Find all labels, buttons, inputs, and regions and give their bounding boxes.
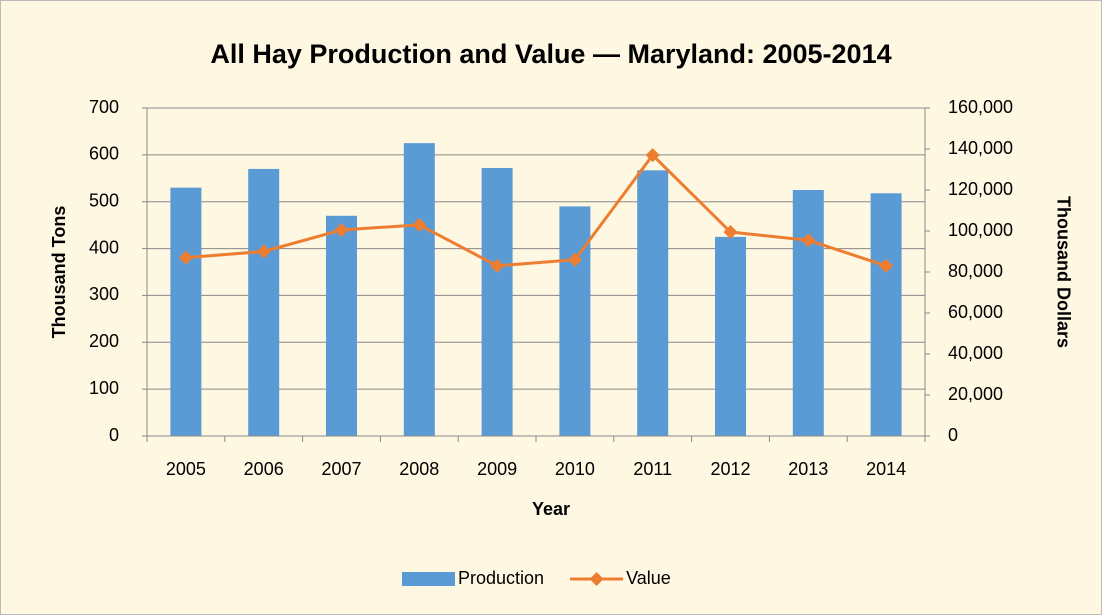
value-marker xyxy=(178,250,193,265)
x-tick-label: 2006 xyxy=(244,459,284,479)
x-tick-label: 2012 xyxy=(710,459,750,479)
x-tick-label: 2010 xyxy=(555,459,595,479)
y2-tick-label: 60,000 xyxy=(948,302,1003,322)
y-tick-label: 400 xyxy=(89,237,119,257)
bar xyxy=(559,206,591,436)
x-tick-label: 2007 xyxy=(321,459,361,479)
y2-tick-label: 100,000 xyxy=(948,220,1013,240)
legend-swatch xyxy=(402,572,455,586)
x-axis-title: Year xyxy=(532,499,570,519)
value-marker xyxy=(645,148,660,163)
y2-tick-label: 20,000 xyxy=(948,384,1003,404)
bar xyxy=(715,236,746,436)
value-marker xyxy=(879,258,894,273)
y-tick-label: 300 xyxy=(89,284,119,304)
y-tick-label: 500 xyxy=(89,190,119,210)
x-tick-label: 2005 xyxy=(166,459,206,479)
bar xyxy=(248,168,280,436)
bar xyxy=(326,215,357,436)
y2-tick-label: 120,000 xyxy=(948,179,1013,199)
x-tick-label: 2013 xyxy=(788,459,828,479)
bar xyxy=(481,167,513,436)
value-marker xyxy=(412,217,427,232)
x-tick-label: 2014 xyxy=(866,459,906,479)
legend-label: Value xyxy=(626,568,671,588)
x-tick-label: 2009 xyxy=(477,459,517,479)
value-marker xyxy=(490,258,505,273)
y2-axis-title: Thousand Dollars xyxy=(1053,196,1073,348)
y-tick-label: 200 xyxy=(89,331,119,351)
y-tick-label: 700 xyxy=(89,97,119,117)
y2-tick-label: 80,000 xyxy=(948,261,1003,281)
legend-marker xyxy=(589,572,604,586)
y2-tick-label: 40,000 xyxy=(948,343,1003,363)
bar xyxy=(403,143,435,436)
y-axis-title: Thousand Tons xyxy=(49,206,69,339)
value-marker xyxy=(567,252,582,267)
value-marker xyxy=(334,222,349,237)
bar xyxy=(792,190,824,436)
y-tick-label: 0 xyxy=(109,425,119,445)
value-line xyxy=(185,152,887,268)
bar xyxy=(637,170,669,436)
value-marker xyxy=(801,233,816,248)
value-marker xyxy=(256,244,271,259)
bar xyxy=(170,187,202,436)
y2-tick-label: 160,000 xyxy=(948,97,1013,117)
legend-label: Production xyxy=(458,568,544,588)
value-marker xyxy=(723,225,738,240)
y-tick-label: 600 xyxy=(89,144,119,164)
x-tick-label: 2008 xyxy=(399,459,439,479)
bar xyxy=(870,193,902,436)
y2-tick-label: 140,000 xyxy=(948,138,1013,158)
y2-tick-label: 0 xyxy=(948,425,958,445)
chart-title: All Hay Production and Value — Maryland:… xyxy=(210,39,891,69)
y-tick-label: 100 xyxy=(89,378,119,398)
x-tick-label: 2011 xyxy=(633,459,672,479)
